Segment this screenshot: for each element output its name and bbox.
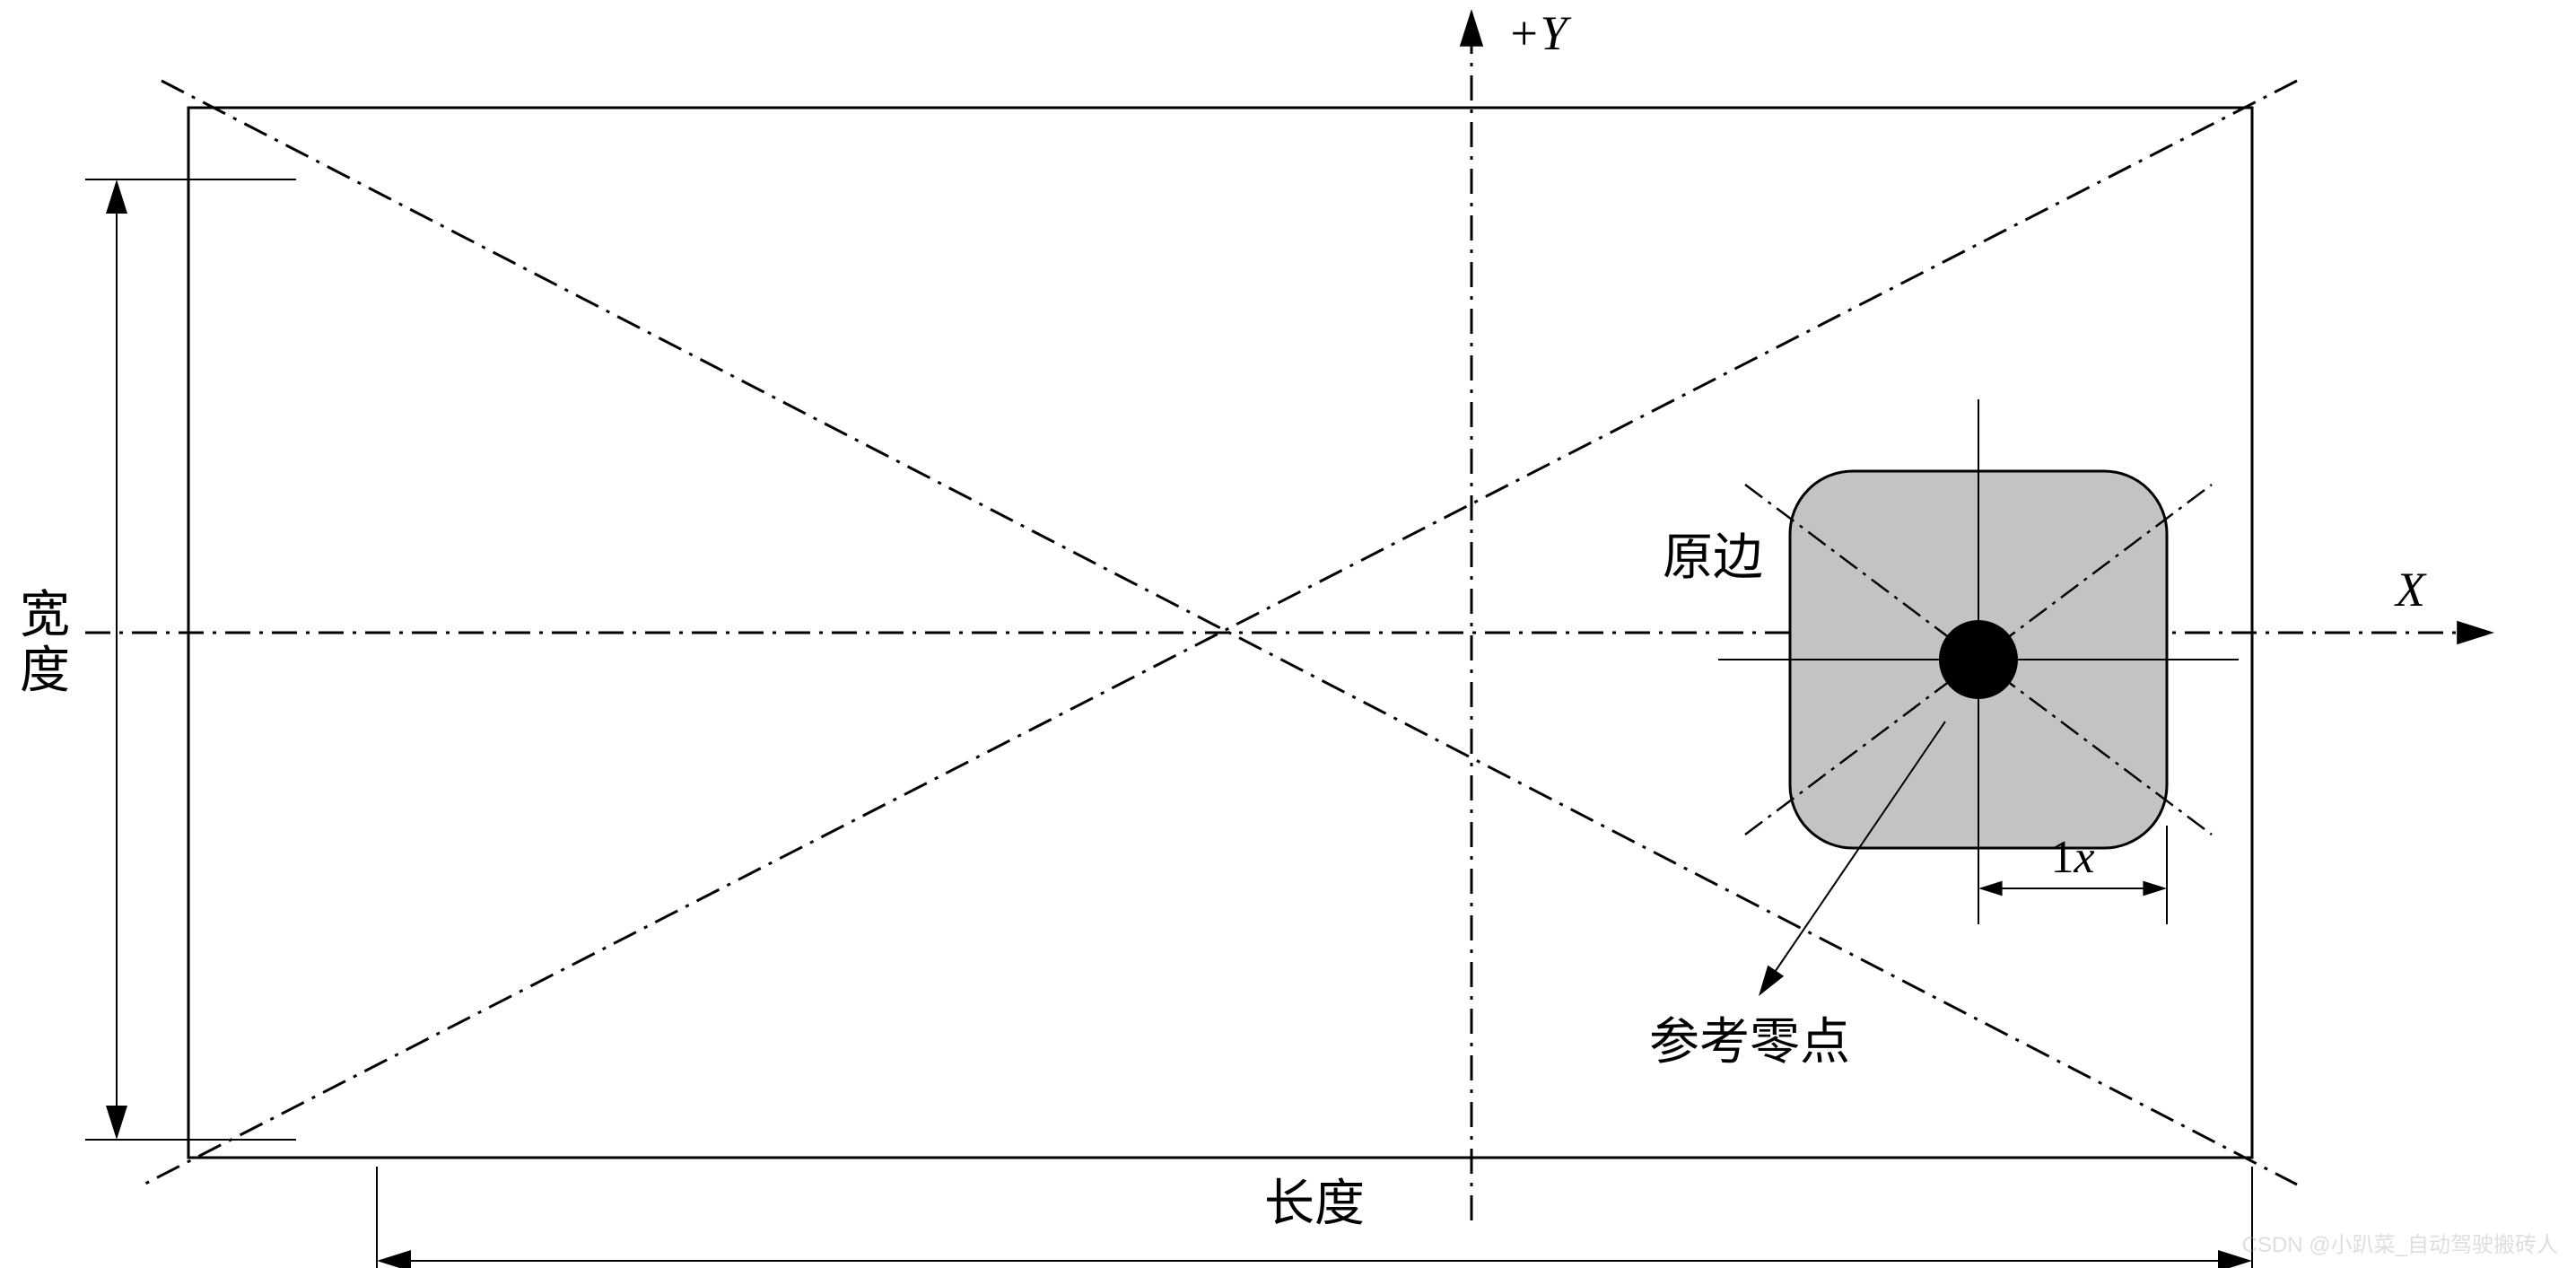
length-label: 长度: [1264, 1176, 1365, 1232]
onex-label: 1x: [2050, 832, 2094, 883]
origin-insert: 1x1x: [0, 0, 2239, 996]
width-dimension: 宽度宽度: [0, 0, 296, 1140]
width-label-char: 度: [20, 643, 70, 699]
origin-dot: [1939, 620, 2018, 699]
length-dimension: 长度: [377, 1167, 2252, 1268]
watermark-text: CSDN @小趴菜_自动驾驶搬砖人: [2242, 1233, 2558, 1257]
x-axis-label: X: [2394, 563, 2427, 617]
ref-zero-label: 参考零点: [1649, 1015, 1850, 1071]
y-axis-label: +Y: [1507, 6, 1571, 60]
width-label-char: 宽: [20, 588, 70, 643]
origin-edge-label: 原边: [1663, 530, 1763, 586]
